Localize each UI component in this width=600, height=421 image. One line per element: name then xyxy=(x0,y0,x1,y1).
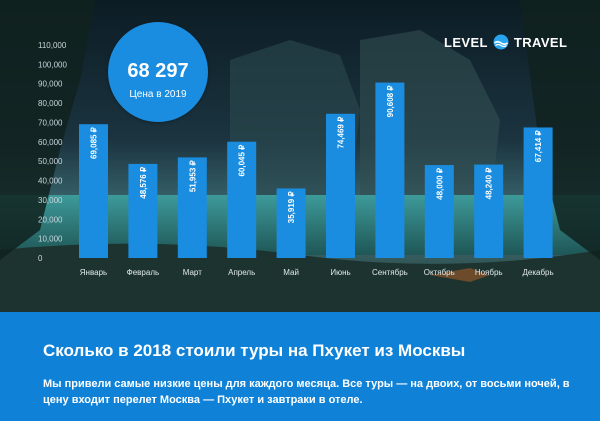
bars xyxy=(79,82,553,259)
bar-7 xyxy=(375,82,405,259)
y-tick-label: 90,000 xyxy=(38,80,63,89)
x-tick-label: Апрель xyxy=(228,268,255,277)
logo-text-left: LEVEL xyxy=(444,34,488,50)
value-label: 60,045 ₽ xyxy=(238,145,247,177)
price-2019-bubble: 68 297 Цена в 2019 xyxy=(108,22,208,122)
y-tick-label: 20,000 xyxy=(38,215,63,224)
y-tick-label: 100,000 xyxy=(38,60,67,69)
footer-panel: Сколько в 2018 стоили туры на Пхукет из … xyxy=(0,312,600,421)
bar-10 xyxy=(523,127,553,259)
bar-1 xyxy=(79,124,108,258)
bar-8 xyxy=(424,165,454,258)
y-tick-label: 110,000 xyxy=(38,41,67,50)
footer-description: Мы привели самые низкие цены для каждого… xyxy=(43,378,570,406)
background-photo xyxy=(0,0,600,312)
x-tick-label: Сентябрь xyxy=(372,268,408,277)
value-label: 90,608 ₽ xyxy=(386,86,395,118)
y-tick-label: 60,000 xyxy=(38,138,63,147)
bar-3 xyxy=(177,157,207,258)
x-tick-label: Октябрь xyxy=(424,268,455,277)
brand-logo: LEVEL TRAVEL xyxy=(444,33,567,51)
value-label: 48,240 ₽ xyxy=(485,168,494,200)
value-label: 48,576 ₽ xyxy=(139,167,148,199)
footer-title: Сколько в 2018 стоили туры на Пхукет из … xyxy=(43,341,466,360)
y-tick-label: 40,000 xyxy=(38,177,63,186)
value-label: 35,919 ₽ xyxy=(287,191,296,223)
x-tick-label: Март xyxy=(183,268,202,277)
bar-9 xyxy=(474,164,504,258)
bar-4 xyxy=(227,141,257,258)
logo-text-right: TRAVEL xyxy=(513,34,568,50)
x-tick-label: Июнь xyxy=(330,268,350,277)
y-tick-label: 80,000 xyxy=(38,99,63,108)
bubble-value: 68 297 xyxy=(127,60,189,82)
value-label: 48,000 ₽ xyxy=(435,168,444,200)
y-tick-label: 50,000 xyxy=(38,157,63,166)
y-axis: 0 10,000 20,000 30,000 40,000 50,000 60,000 70,… xyxy=(38,41,67,263)
x-tick-label: Декабрь xyxy=(522,268,553,277)
y-tick-label: 30,000 xyxy=(38,196,63,205)
value-labels: 69,085 ₽ 48,576 ₽ 51,953 ₽ 60,045 ₽ 35,919 ₽… xyxy=(90,86,544,224)
bar-2 xyxy=(128,163,158,258)
x-axis-labels: Январь Февраль Март Апрель Май Июнь Сентябрь Ок… xyxy=(80,268,554,277)
x-tick-label: Февраль xyxy=(127,268,160,277)
x-tick-label: Ноябрь xyxy=(475,268,503,277)
y-tick-label: 0 xyxy=(38,254,43,263)
x-tick-label: Май xyxy=(283,268,299,277)
x-tick-label: Январь xyxy=(80,268,107,277)
bubble-label: Цена в 2019 xyxy=(129,89,187,100)
value-label: 74,469 ₽ xyxy=(337,117,346,149)
value-label: 67,414 ₽ xyxy=(534,130,543,162)
wave-circle-icon xyxy=(493,34,509,50)
bar-5 xyxy=(276,188,306,258)
value-label: 51,953 ₽ xyxy=(188,160,197,192)
bar-6 xyxy=(326,113,355,258)
value-label: 69,085 ₽ xyxy=(90,127,99,159)
y-tick-label: 70,000 xyxy=(38,118,63,127)
bar-chart: 0 10,000 20,000 30,000 40,000 50,000 60,000 70,… xyxy=(38,41,554,277)
y-tick-label: 10,000 xyxy=(38,235,63,244)
